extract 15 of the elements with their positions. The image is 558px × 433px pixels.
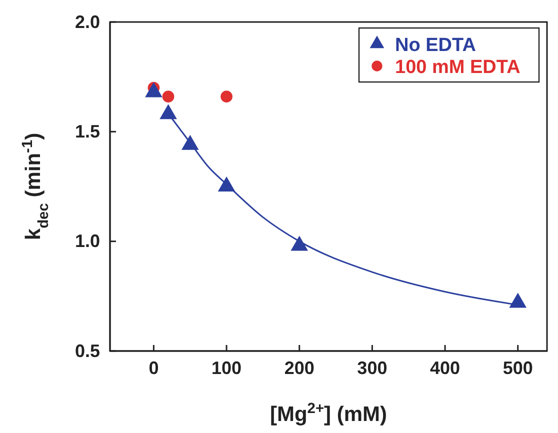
x-tick-label: 0 — [148, 358, 159, 378]
x-tick-label: 500 — [502, 358, 533, 378]
legend-label: 100 mM EDTA — [395, 57, 521, 78]
y-tick-label: 1.5 — [74, 121, 100, 142]
x-tick-label: 300 — [357, 358, 388, 378]
y-tick-label: 0.5 — [74, 340, 100, 361]
point — [160, 104, 177, 120]
y-tick-label: 2.0 — [74, 12, 100, 32]
x-tick-label: 100 — [212, 358, 242, 378]
legend-label: No EDTA — [395, 35, 476, 56]
x-axis-title: [Mg$^{2+}$] (mM) — [270, 401, 388, 426]
y-tick-label: 1.0 — [74, 231, 100, 252]
point — [145, 82, 162, 98]
x-tick-label: 400 — [430, 358, 460, 378]
x-tick-label: 200 — [284, 358, 314, 378]
